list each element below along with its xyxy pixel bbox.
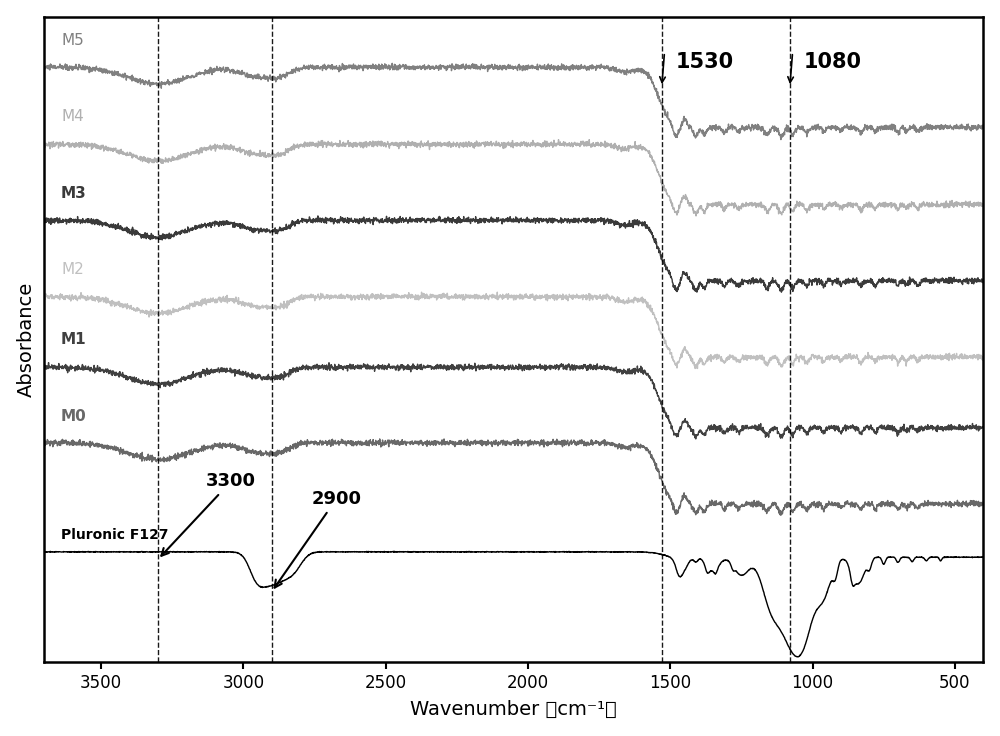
Text: 2900: 2900 (275, 489, 362, 587)
Text: M2: M2 (61, 262, 84, 277)
X-axis label: Wavenumber （cm⁻¹）: Wavenumber （cm⁻¹） (410, 701, 617, 719)
Text: M4: M4 (61, 110, 84, 124)
Text: M5: M5 (61, 33, 84, 48)
Text: M3: M3 (61, 185, 87, 201)
Text: Pluronic F127: Pluronic F127 (61, 528, 169, 542)
Y-axis label: Absorbance: Absorbance (17, 282, 36, 397)
Text: 1530: 1530 (676, 52, 734, 72)
Text: 3300: 3300 (161, 472, 256, 556)
Text: M1: M1 (61, 333, 87, 347)
Text: 1080: 1080 (804, 52, 862, 72)
Text: M0: M0 (61, 408, 87, 424)
